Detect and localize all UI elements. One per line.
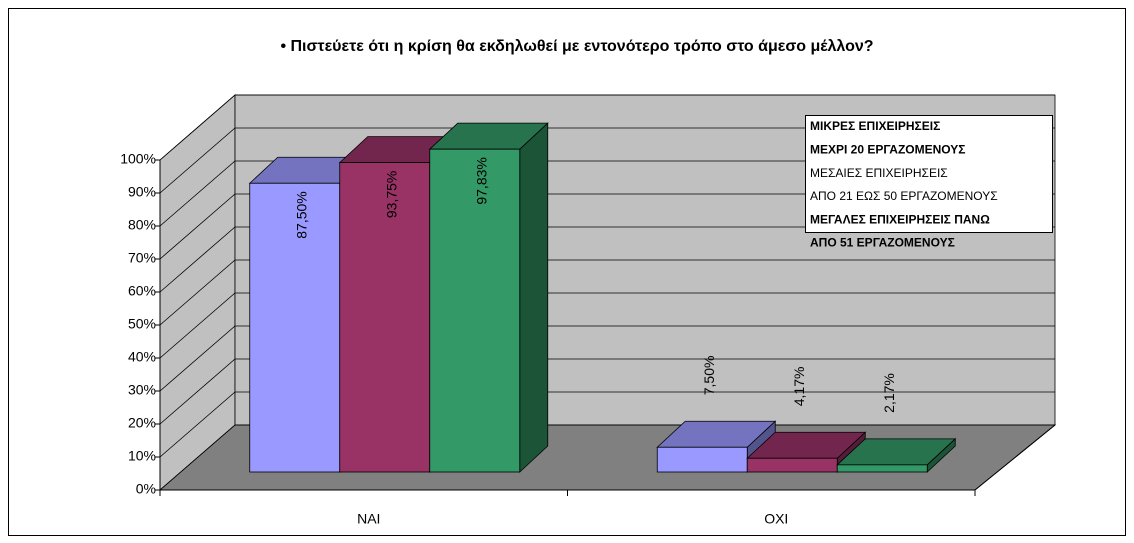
bar-front [249,182,341,473]
bar [836,437,957,473]
data-label: 2,17% [881,373,897,413]
y-tick-label: 30% [128,382,156,398]
grid-line [159,292,1055,359]
y-tick-label: 50% [128,316,156,332]
y-tick-label: 10% [128,448,156,464]
floor-edge [974,424,1056,491]
bar-side [519,122,549,473]
grid-line [159,94,1055,161]
legend-box [805,115,1053,233]
bar-front [429,148,521,473]
grid-line [159,424,1055,491]
legend-label: ΜΙΚΡΕΣ ΕΠΙΧΕΙΡΗΣΕΙΣ [810,119,940,133]
bar [428,122,549,473]
data-label: 7,50% [701,356,717,396]
legend-label: ΑΠΟ 21 ΕΩΣ 50 ΕΡΓΑΖΟΜΕΝΟΥΣ [810,189,998,203]
grid-line [159,160,1055,227]
grid-line [159,127,1055,194]
legend-label: ΜΕΓΑΛΕΣ ΕΠΙΧΕΙΡΗΣΕΙΣ ΠΑΝΩ [810,212,990,226]
y-tick-label: 80% [128,217,156,233]
bar [746,431,867,473]
legend-label: ΜΕΣΑΙΕΣ ΕΠΙΧΕΙΡΗΣΕΙΣ [810,166,948,180]
grid-line [159,226,1055,293]
bar [656,420,777,473]
data-label: 4,17% [791,367,807,407]
y-tick-label: 90% [128,184,156,200]
bar-front [836,464,928,473]
bar-front [656,446,748,473]
bar-front [746,457,838,473]
legend-label: ΑΠΟ 51 ΕΡΓΑΖΟΜΕΝΟΥΣ [810,236,955,250]
bar-front [339,162,431,473]
y-tick-label: 100% [120,151,156,167]
grid-line [159,391,1055,458]
y-tick-label: 20% [128,415,156,431]
x-tick-label: ΟΧΙ [764,511,788,527]
grid-line [159,358,1055,425]
grid-line [159,259,1055,326]
y-tick-label: 40% [128,349,156,365]
data-label: 87,50% [293,191,309,238]
y-tick-label: 0% [136,481,156,497]
grid-line [159,325,1055,392]
grid-line [159,193,1055,260]
y-tick-label: 60% [128,283,156,299]
data-label: 93,75% [383,171,399,218]
legend-label: ΜΕΧΡΙ 20 ΕΡΓΑΖΟΜΕΝΟΥΣ [810,142,965,156]
data-label: 97,83% [473,157,489,204]
y-tick-label: 70% [128,250,156,266]
x-tick-label: ΝΑΙ [357,511,380,527]
chart-title: • Πιστεύετε ότι η κρίση θα εκδηλωθεί με … [280,38,873,55]
